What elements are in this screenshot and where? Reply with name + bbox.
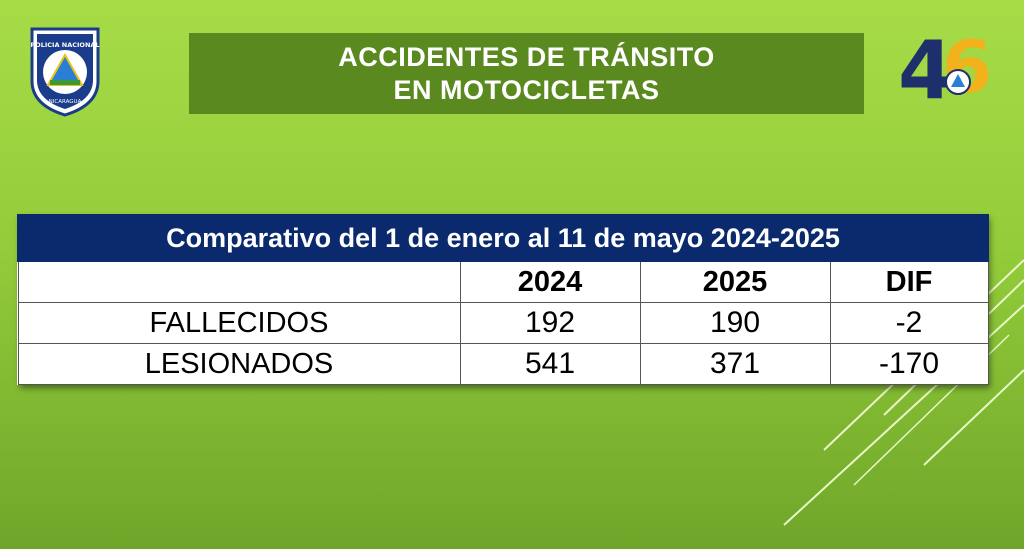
policia-nacional-logo: POLICIA NACIONAL NICARAGUA — [26, 25, 104, 117]
column-header-dif: DIF — [829, 260, 989, 303]
title-line-2: EN MOTOCICLETAS — [393, 74, 660, 105]
svg-text:4: 4 — [898, 24, 954, 106]
svg-text:6: 6 — [942, 25, 992, 106]
cell-2025: 371 — [639, 343, 831, 385]
row-label: LESIONADOS — [17, 343, 461, 385]
column-header-2024: 2024 — [459, 260, 641, 303]
table-caption: Comparativo del 1 de enero al 11 de mayo… — [16, 214, 990, 262]
svg-text:POLICIA NACIONAL: POLICIA NACIONAL — [30, 41, 99, 49]
title-line-1: ACCIDENTES DE TRÁNSITO — [338, 41, 715, 72]
cell-dif: -170 — [829, 343, 989, 385]
column-header-2025: 2025 — [639, 260, 831, 303]
comparison-table: Comparativo del 1 de enero al 11 de mayo… — [16, 214, 990, 385]
cell-dif: -2 — [829, 302, 989, 344]
table-row: FALLECIDOS 192 190 -2 — [17, 302, 989, 344]
cell-2025: 190 — [639, 302, 831, 344]
cell-2024: 541 — [459, 343, 641, 385]
table-row: LESIONADOS 541 371 -170 — [17, 343, 989, 385]
page-title: ACCIDENTES DE TRÁNSITO EN MOTOCICLETAS — [189, 33, 864, 114]
row-label: FALLECIDOS — [17, 302, 461, 344]
svg-text:NICARAGUA: NICARAGUA — [49, 99, 82, 105]
column-header-empty — [17, 260, 461, 303]
cell-2024: 192 — [459, 302, 641, 344]
anniversary-46-logo: 4 6 — [898, 22, 998, 117]
